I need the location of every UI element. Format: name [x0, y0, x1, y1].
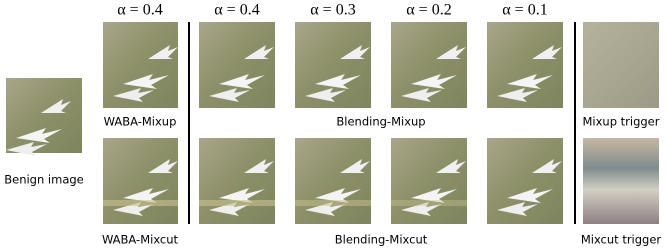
benign-image [6, 78, 82, 156]
benign-label: Benign image [4, 173, 84, 187]
method-label: WABA-Mixup [104, 115, 177, 129]
figure: Benign image α = 0.4 α = 0.4 α = 0.3 α =… [0, 0, 667, 252]
trigger-label: Mixcut trigger [581, 233, 662, 247]
method-label: WABA-Mixcut [102, 233, 179, 247]
alpha-label: α = 0.4 [214, 2, 259, 19]
alpha-label: α = 0.3 [310, 2, 355, 19]
alpha-label: α = 0.2 [406, 2, 451, 19]
trigger-label: Mixup trigger [582, 115, 659, 129]
alpha-label: α = 0.4 [117, 2, 162, 19]
blend-label: Blending-Mixcut [335, 233, 428, 247]
alpha-label: α = 0.1 [502, 2, 547, 19]
blend-label: Blending-Mixup [336, 115, 425, 129]
